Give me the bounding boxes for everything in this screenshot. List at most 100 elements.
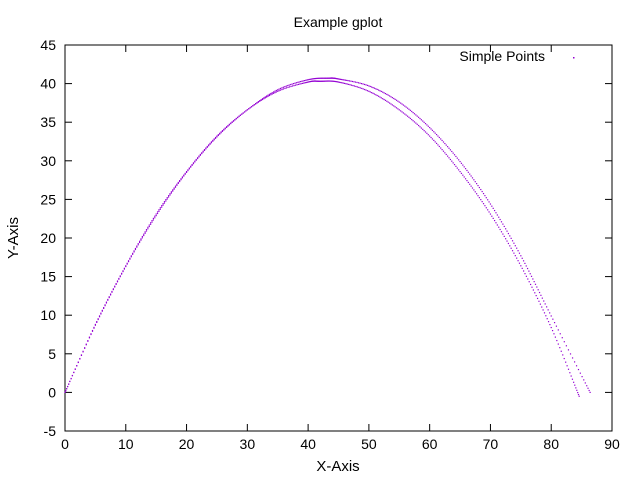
data-point	[431, 129, 434, 131]
data-point	[447, 155, 449, 157]
data-point	[383, 92, 385, 94]
data-point	[112, 288, 114, 291]
data-point	[511, 240, 514, 242]
data-point	[528, 281, 530, 283]
data-point	[126, 262, 128, 264]
data-point	[395, 107, 398, 109]
data-point	[179, 180, 181, 182]
data-point	[264, 96, 266, 98]
data-point	[356, 81, 358, 84]
data-point	[462, 174, 464, 176]
data-point	[511, 250, 514, 252]
data-point	[295, 82, 298, 84]
data-point	[438, 136, 440, 139]
data-point	[513, 252, 515, 254]
data-point	[567, 349, 570, 351]
data-point	[309, 78, 311, 80]
data-point	[309, 81, 311, 83]
data-point	[80, 354, 83, 357]
data-point	[290, 85, 292, 88]
x-tick-label: 80	[543, 436, 559, 452]
data-point	[293, 84, 295, 87]
data-point	[198, 156, 200, 158]
data-point	[464, 178, 467, 180]
data-point	[466, 169, 468, 172]
data-point	[339, 78, 342, 80]
data-point	[203, 149, 206, 152]
data-point	[168, 195, 170, 197]
data-point	[210, 141, 213, 143]
data-point	[401, 103, 403, 105]
data-point	[237, 117, 239, 119]
data-point	[420, 127, 422, 129]
data-point	[194, 160, 196, 162]
data-point	[68, 383, 70, 385]
data-point	[569, 372, 571, 374]
data-point	[493, 219, 496, 222]
data-point	[185, 171, 188, 173]
data-point	[156, 211, 159, 213]
data-point	[133, 251, 135, 253]
data-point	[118, 278, 120, 280]
data-point	[69, 380, 71, 383]
data-point	[571, 378, 574, 380]
data-point	[138, 241, 141, 244]
data-point	[177, 182, 179, 184]
data-point	[270, 94, 272, 96]
data-point	[482, 192, 485, 195]
data-point	[271, 92, 273, 94]
data-point	[278, 88, 280, 90]
data-point	[393, 97, 395, 100]
data-point	[143, 234, 145, 237]
data-point	[426, 124, 428, 126]
data-point	[322, 80, 324, 82]
data-point	[304, 82, 306, 84]
data-point	[129, 258, 131, 260]
data-point	[213, 138, 215, 140]
y-tick-label: 30	[40, 153, 56, 169]
data-point	[191, 164, 193, 166]
data-point	[119, 276, 121, 278]
data-point	[438, 145, 440, 148]
data-point	[317, 77, 319, 79]
data-point	[76, 365, 78, 367]
data-point	[201, 153, 203, 155]
data-point	[502, 223, 504, 225]
data-point	[320, 77, 322, 79]
data-point	[377, 95, 380, 97]
data-point	[476, 193, 478, 195]
data-point	[328, 80, 330, 82]
data-point	[441, 139, 443, 142]
data-point	[281, 88, 283, 91]
data-point	[357, 82, 360, 84]
data-point	[503, 225, 505, 228]
data-point	[561, 337, 563, 339]
data-point	[462, 164, 464, 166]
data-point	[181, 177, 184, 179]
data-point	[507, 232, 509, 235]
data-point	[423, 130, 425, 132]
data-point	[463, 166, 465, 168]
data-point	[121, 273, 123, 275]
data-point	[495, 222, 497, 224]
data-point	[187, 170, 189, 172]
data-point	[184, 172, 186, 174]
data-point	[368, 85, 370, 87]
data-point	[97, 318, 99, 320]
data-point	[290, 83, 292, 86]
data-point	[351, 80, 354, 83]
data-point	[285, 85, 287, 87]
data-point	[434, 132, 436, 134]
data-point	[386, 93, 388, 95]
data-point	[216, 136, 218, 138]
data-point	[152, 217, 154, 219]
data-point	[134, 248, 137, 251]
data-point	[460, 172, 463, 174]
data-point	[473, 189, 475, 191]
data-point	[96, 321, 98, 323]
y-tick-label: 35	[40, 114, 56, 130]
data-point	[84, 347, 86, 349]
data-point	[108, 296, 110, 299]
data-point	[471, 187, 474, 189]
data-point	[122, 270, 124, 273]
